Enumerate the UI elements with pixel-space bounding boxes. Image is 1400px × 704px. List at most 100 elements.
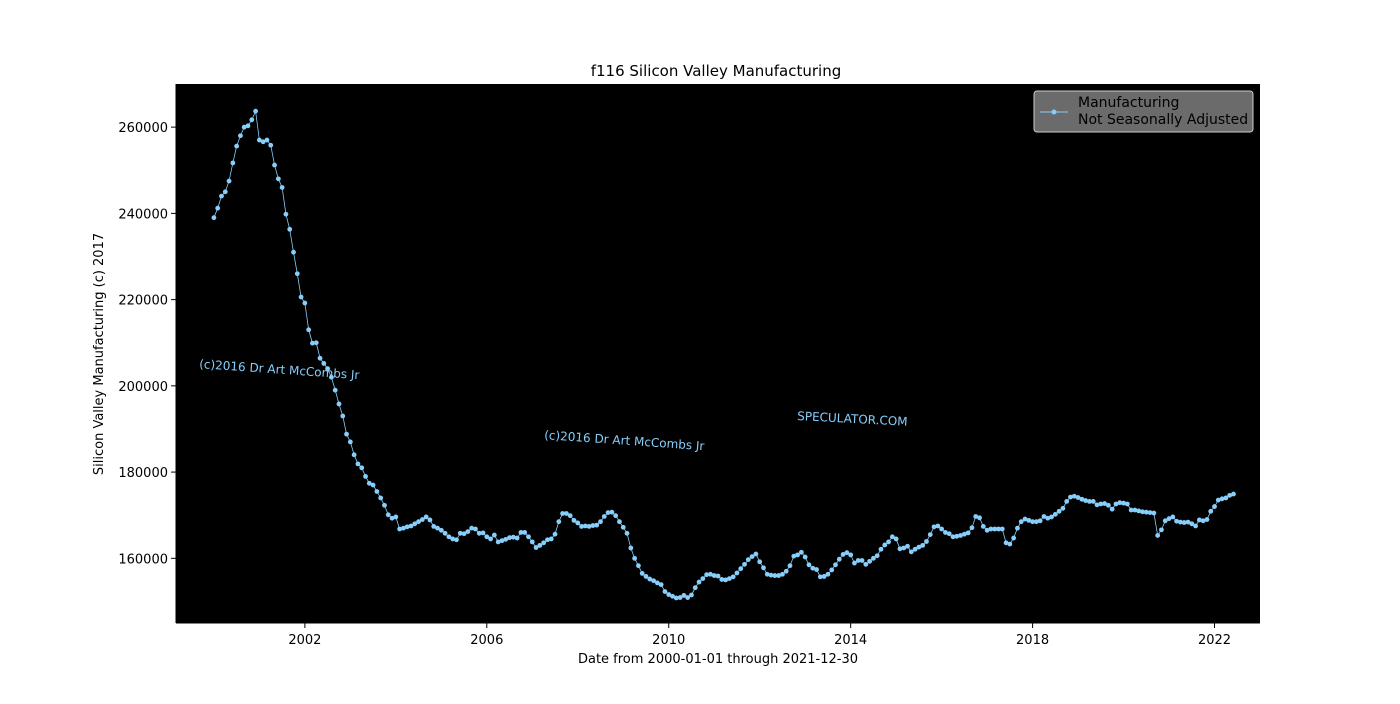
data-point [734,570,740,576]
data-point [1030,519,1035,525]
data-point [920,542,926,548]
data-point [617,519,622,525]
data-point [1117,500,1123,506]
data-point [988,526,994,532]
data-point [1227,492,1233,498]
data-point [939,526,945,532]
data-point [1071,493,1077,499]
data-point [666,592,672,597]
data-point [999,526,1005,532]
data-point [908,549,914,555]
data-point [711,573,717,578]
data-point [704,572,710,578]
data-point [1079,496,1085,502]
data-point [298,294,304,300]
data-point [518,530,524,535]
data-point [491,532,497,538]
data-point [886,539,891,545]
data-point [332,387,338,393]
data-point [510,534,516,540]
data-point [374,489,380,494]
data-point [408,523,414,529]
data-point [871,555,876,561]
data-point [768,572,774,578]
data-point [1087,499,1092,504]
data-point [344,431,349,437]
data-point [825,571,831,577]
data-point [753,551,759,557]
data-point [1219,496,1225,502]
data-point [325,366,331,371]
y-tick-label: 160000 [118,552,168,567]
data-point [946,531,952,537]
data-point [1041,514,1047,519]
data-point [382,502,387,508]
data-point [658,582,664,588]
data-point [419,517,425,522]
data-point [855,558,861,563]
data-point [859,558,865,563]
data-point [798,549,804,555]
data-point [401,525,406,531]
data-point [230,160,236,166]
data-point [1196,517,1202,523]
data-point [378,495,384,501]
data-point [1132,507,1138,513]
data-point [950,534,956,540]
data-point [473,526,478,532]
data-point [450,536,456,542]
data-point [507,535,512,541]
data-point [1113,501,1119,507]
data-point [556,519,562,525]
data-point [1204,517,1210,522]
data-point [522,530,528,535]
data-point [385,512,391,518]
data-point [901,545,907,551]
data-point [1151,510,1157,516]
data-point [264,137,270,143]
data-point [393,514,399,520]
data-point [700,576,706,581]
data-point [620,524,626,530]
data-point [787,563,793,569]
data-point [1140,509,1145,515]
data-point [1003,540,1009,546]
data-point [867,558,873,564]
data-point [294,271,300,277]
data-point [916,544,922,550]
data-point [222,189,228,195]
data-point [256,137,262,143]
data-point [742,561,747,567]
data-point [636,563,641,569]
data-point [594,522,600,528]
x-tick-label: 2022 [1198,633,1231,648]
data-point [689,592,694,598]
data-point [817,574,823,580]
data-point [215,205,221,211]
data-point [397,526,403,532]
data-point [829,567,835,573]
data-point [499,538,505,544]
data-point [454,537,459,543]
data-point [351,452,357,458]
chart-title: f116 Silicon Valley Manufacturing [591,62,842,80]
data-point [965,530,971,536]
x-tick-label: 2006 [470,633,503,648]
data-point [780,571,785,577]
data-point [234,143,240,149]
data-point [1215,497,1221,503]
data-point [1015,525,1020,531]
data-point [537,542,543,548]
data-point [283,211,289,217]
data-point [1105,502,1111,508]
data-point [347,439,353,445]
data-point [503,536,509,542]
data-point [783,568,789,574]
data-point [852,560,857,566]
data-point [582,523,588,529]
data-point [628,545,634,551]
data-point [692,585,698,591]
data-point [1178,519,1183,525]
data-point [480,530,486,536]
